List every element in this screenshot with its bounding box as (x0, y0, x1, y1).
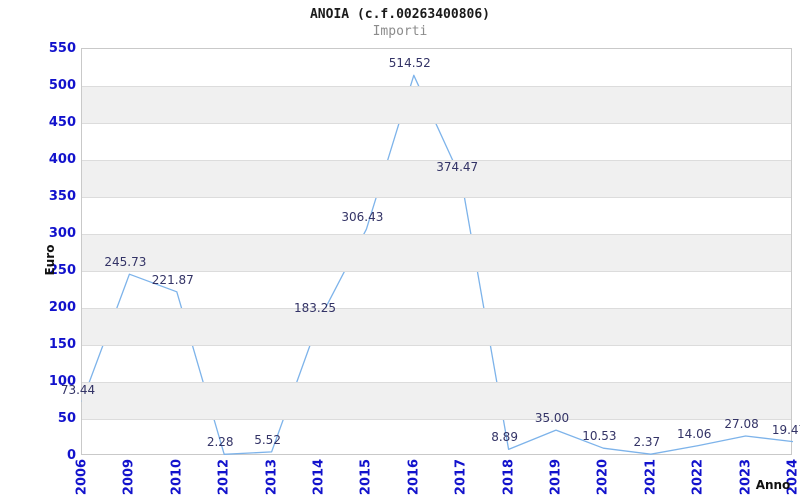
gridline (82, 160, 791, 161)
gridline (82, 86, 791, 87)
x-tick-label: 2017 (453, 458, 469, 496)
data-point-label: 374.47 (436, 159, 479, 174)
chart-subtitle: Importi (372, 24, 428, 39)
y-tick-label: 0 (66, 448, 76, 463)
x-tick-label: 2021 (643, 458, 659, 496)
plot-band (82, 86, 791, 123)
y-axis-label: Euro (43, 244, 57, 276)
plot-band (82, 234, 791, 271)
line-series (81, 74, 794, 455)
x-tick-label: 2014 (311, 458, 327, 496)
x-axis-label: Anno (755, 478, 791, 492)
y-tick-label: 100 (48, 374, 76, 389)
y-tick-label: 50 (57, 411, 76, 426)
data-point-label: 10.53 (582, 429, 617, 444)
data-point-label: 2.37 (633, 435, 661, 450)
gridline (82, 234, 791, 235)
gridline (82, 308, 791, 309)
y-tick-label: 250 (48, 263, 76, 278)
gridline (82, 123, 791, 124)
plot-area (81, 48, 794, 455)
gridline (82, 345, 791, 346)
y-tick-label: 450 (48, 115, 76, 130)
x-tick-label: 2006 (74, 458, 90, 496)
data-point-label: 221.87 (151, 272, 194, 287)
data-point-label: 73.44 (60, 382, 96, 397)
x-tick-label: 2018 (501, 458, 517, 496)
chart-title: ANOIA (c.f.00263400806) (309, 7, 490, 22)
gridline (82, 197, 791, 198)
y-tick-label: 200 (48, 300, 76, 315)
gridline (82, 419, 791, 420)
x-tick-label: 2020 (595, 458, 611, 496)
gridline (82, 382, 791, 383)
y-tick-label: 350 (48, 189, 76, 204)
x-tick-label: 2012 (216, 458, 232, 496)
x-tick-label: 2010 (169, 458, 185, 496)
x-tick-label: 2015 (358, 458, 374, 496)
x-tick-label: 2023 (738, 458, 754, 496)
data-point-label: 35.00 (534, 411, 570, 426)
y-tick-label: 500 (48, 78, 76, 93)
x-tick-label: 2013 (264, 458, 280, 496)
plot-band (82, 308, 791, 345)
y-tick-label: 300 (48, 226, 76, 241)
x-tick-label: 2022 (690, 458, 706, 496)
plot-band (82, 160, 791, 197)
data-point-label: 514.52 (388, 56, 431, 71)
data-point-label: 2.28 (206, 435, 234, 450)
data-point-label: 8.89 (491, 430, 518, 445)
y-tick-label: 400 (48, 152, 76, 167)
x-tick-label: 2019 (548, 458, 564, 496)
data-point-label: 27.08 (724, 416, 759, 431)
plot-band (82, 382, 791, 419)
data-point-label: 14.06 (677, 426, 712, 441)
series-path (81, 74, 794, 455)
data-point-label: 306.43 (341, 210, 384, 225)
data-point-label: 19.47 (771, 422, 800, 437)
data-point-label: 245.73 (104, 255, 147, 270)
y-tick-label: 550 (48, 41, 76, 56)
x-tick-label: 2009 (121, 458, 137, 496)
y-tick-label: 150 (48, 337, 76, 352)
x-tick-label: 2016 (406, 458, 422, 496)
gridline (82, 271, 791, 272)
data-point-label: 183.25 (294, 301, 336, 316)
data-point-label: 5.52 (254, 432, 281, 447)
